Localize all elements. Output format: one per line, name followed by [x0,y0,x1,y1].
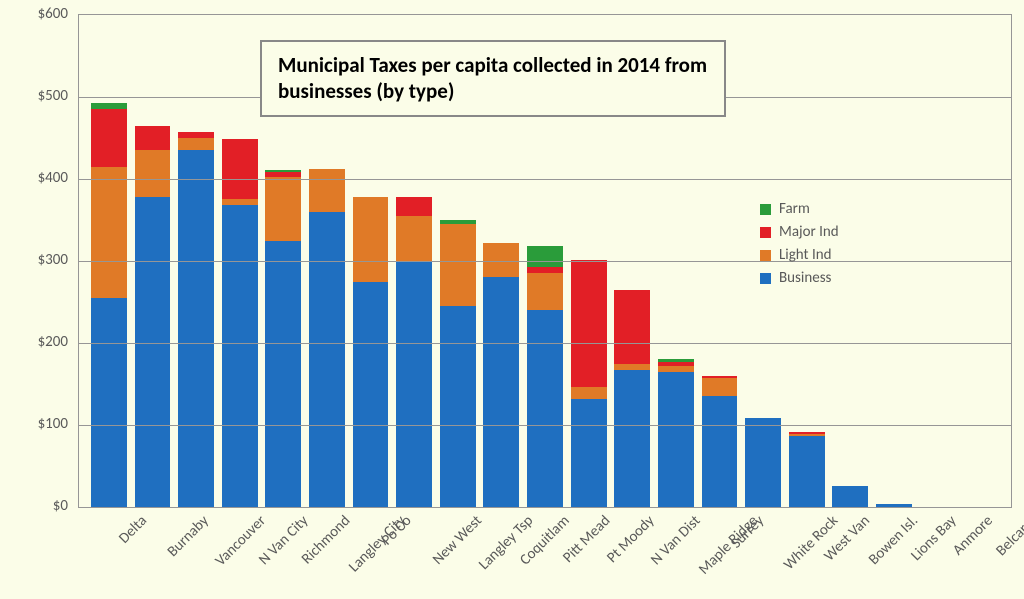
x-tick-label: Bowen Isl. [866,512,923,569]
x-tick-label: Burnaby [164,512,213,561]
bar-segment-business [135,197,171,507]
y-tick-label: $400 [0,169,68,187]
bar-segment-business [527,310,563,507]
bar-segment-business [614,370,650,507]
bar-segment-light_ind [265,177,301,241]
gridline [79,261,1011,262]
bar-segment-major_ind [571,260,607,387]
gridline [79,425,1011,426]
municipal-taxes-chart: $0$100$200$300$400$500$600 DeltaBurnabyV… [0,0,1024,599]
legend-swatch [760,273,771,284]
x-tick-label: Delta [115,512,150,547]
legend-item-farm: Farm [760,200,839,218]
gridline [79,343,1011,344]
bar-segment-business [832,486,868,507]
bar-segment-major_ind [396,197,432,216]
y-tick-label: $300 [0,251,68,269]
chart-title-box: Municipal Taxes per capita collected in … [260,40,726,117]
bar-segment-light_ind [91,167,127,298]
legend-label: Light Ind [779,246,832,264]
bar-segment-major_ind [91,109,127,166]
bar-segment-business [789,436,825,507]
y-tick-label: $100 [0,415,68,433]
bar-segment-light_ind [178,138,214,150]
bar-segment-business [483,277,519,507]
y-tick-label: $600 [0,5,68,23]
x-tick-label: N Van Dist [648,512,705,569]
x-tick-label: Belcarra [993,512,1024,560]
bar-segment-light_ind [396,216,432,261]
bar-segment-major_ind [135,126,171,151]
bar-segment-light_ind [353,197,389,281]
y-tick-label: $200 [0,333,68,351]
bar-segment-business [745,418,781,507]
bar-segment-business [222,205,258,507]
bar-segment-major_ind [614,290,650,364]
bar-segment-light_ind [702,378,738,396]
legend-item-light_ind: Light Ind [760,246,839,264]
legend-swatch [760,204,771,215]
bar-segment-farm [527,246,563,267]
gridline [79,179,1011,180]
bar-segment-business [702,396,738,507]
legend-label: Major Ind [779,223,839,241]
x-tick-label: Surrey [728,512,768,552]
bar-segment-light_ind [309,169,345,212]
chart-title: Municipal Taxes per capita collected in … [278,52,708,105]
legend-swatch [760,227,771,238]
bar-segment-business [178,150,214,507]
legend-item-major_ind: Major Ind [760,223,839,241]
legend-item-business: Business [760,269,839,287]
bar-segment-light_ind [440,224,476,306]
bar-segment-business [265,241,301,508]
legend-swatch [760,250,771,261]
bar-segment-business [658,372,694,507]
legend: Farm Major Ind Light Ind Business [760,195,839,292]
bar-segment-light_ind [527,273,563,310]
legend-label: Farm [779,200,810,218]
bar-segment-business [309,212,345,507]
bar-segment-business [91,298,127,507]
bar-segment-business [571,399,607,507]
bar-segment-major_ind [222,139,258,199]
y-tick-label: $0 [0,497,68,515]
y-tick-label: $500 [0,87,68,105]
bar-segment-business [353,282,389,508]
bar-segment-business [396,261,432,507]
legend-label: Business [779,269,831,287]
bar-segment-business [440,306,476,507]
x-axis-labels: DeltaBurnabyVancouverN Van CityRichmondL… [86,512,1002,592]
bar-segment-light_ind [135,150,171,197]
bar-segment-light_ind [571,387,607,398]
bar-segment-business [876,504,912,507]
